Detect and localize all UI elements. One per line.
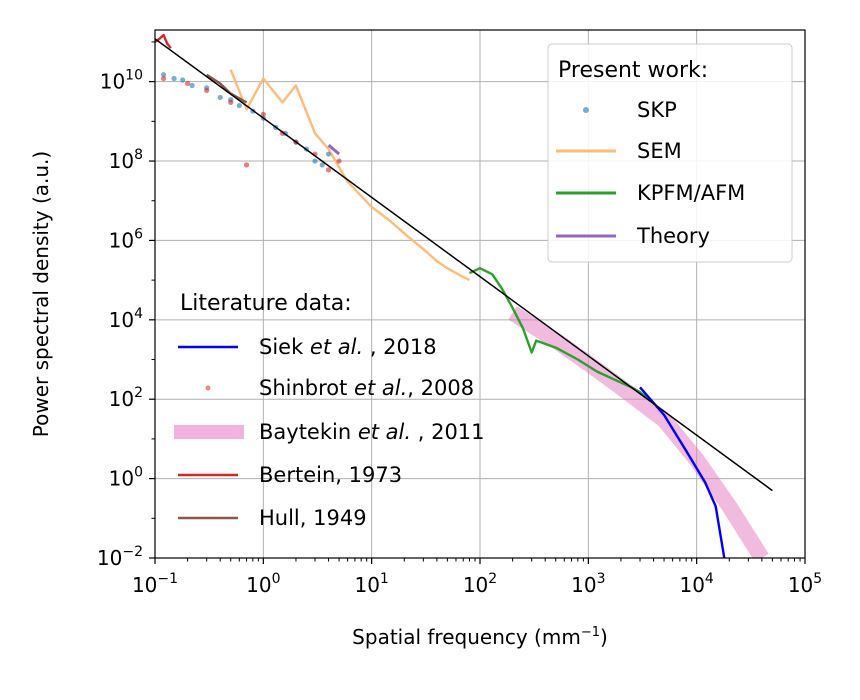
legend-present-work: Present work: SKP SEM KPFM/AFM Theory (547, 43, 793, 263)
data-layer (155, 33, 773, 558)
x-tick-label: 101 (354, 571, 388, 597)
y-tick-label: 108 (109, 147, 143, 173)
shinbrot-et-al-2008-point (185, 80, 191, 87)
y-tick-label: 102 (109, 385, 143, 411)
power-law-fit-line (155, 38, 773, 492)
theory-line (327, 144, 341, 156)
x-tick-label: 103 (571, 571, 605, 597)
baytekin-et-al-2011-band (508, 306, 769, 558)
legend-skp-marker (583, 107, 589, 113)
y-axis-label: Power spectral density (a.u.) (29, 151, 53, 437)
x-axis-label: Spatial frequency (mm−1) (352, 625, 608, 649)
legend-literature-title: Literature data: (180, 291, 352, 316)
skp-point (319, 162, 325, 168)
bertein-1973-line (155, 33, 172, 49)
legend-sem-label: SEM (637, 139, 682, 163)
legend-kpfm-label: KPFM/AFM (637, 181, 745, 205)
shinbrot-et-al-2008-point (336, 158, 342, 164)
legend-baytekin-label: Baytekin et al. , 2011 (259, 420, 485, 444)
shinbrot-et-al-2008-point (260, 111, 266, 117)
shinbrot-et-al-2008-point (325, 167, 332, 173)
legend-literature-data: Literature data: Siek et al. , 2018 Shin… (174, 291, 485, 530)
x-tick-label: 100 (246, 571, 280, 597)
skp-point (325, 151, 332, 157)
legend-hull-label: Hull, 1949 (259, 506, 367, 530)
sem-line (229, 69, 471, 282)
legend-present-box (547, 43, 793, 263)
x-tick-label: 105 (788, 571, 822, 597)
skp-point (180, 77, 186, 83)
siek-et-al-2018-line (639, 386, 726, 558)
legend-shinbrot-marker (205, 385, 211, 391)
y-tick-label: 1010 (100, 68, 143, 94)
legend-skp-label: SKP (637, 98, 677, 122)
shinbrot-et-al-2008-point (160, 75, 167, 82)
legend-bertein-label: Bertein, 1973 (259, 463, 402, 487)
y-tick-label: 10−2 (97, 544, 143, 570)
skp-point (312, 158, 318, 164)
legend-siek-label: Siek et al. , 2018 (259, 335, 437, 359)
y-tick-label: 106 (109, 226, 143, 252)
legend-present-title: Present work: (558, 58, 708, 83)
shinbrot-et-al-2008-point (228, 99, 234, 106)
kpfm-afm-line (468, 267, 650, 401)
skp-point (171, 75, 177, 82)
x-tick-label: 104 (679, 571, 713, 597)
skp-point (236, 102, 242, 109)
x-tick-label: 102 (463, 571, 497, 597)
y-tick-label: 100 (109, 465, 143, 491)
hull-1949-line (206, 73, 248, 104)
axis-ticks: 10−1 100 101 102 103 104 105 10−2 100 102 104 106 10… (97, 41, 822, 597)
y-tick-label: 104 (109, 306, 143, 332)
x-axis-label-superscript: −1 (581, 625, 600, 640)
skp-point (160, 72, 167, 78)
legend-shinbrot-label: Shinbrot et al., 2008 (259, 376, 474, 400)
shinbrot-et-al-2008-point (243, 162, 250, 168)
x-tick-label: 10−1 (132, 571, 178, 597)
shinbrot-et-al-2008-point (204, 87, 210, 94)
legend-theory-label: Theory (636, 224, 710, 248)
skp-point (217, 94, 223, 101)
skp-point (189, 82, 195, 89)
